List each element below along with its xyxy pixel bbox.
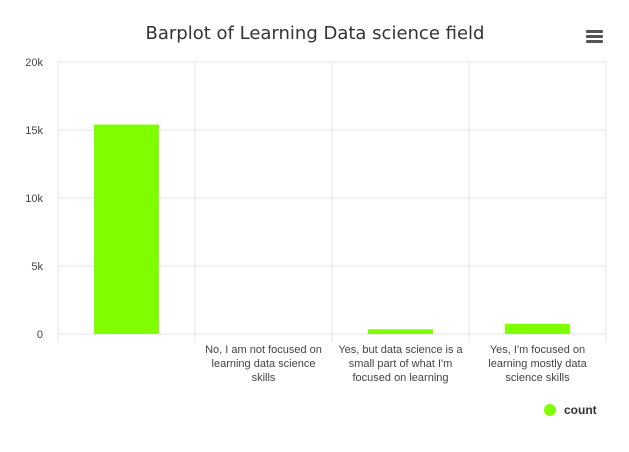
y-tick-label: 5k: [31, 261, 43, 273]
x-tick-label: science skills: [505, 372, 570, 384]
y-tick-label: 10k: [25, 193, 43, 205]
x-tick-label: small part of what I'm: [349, 358, 453, 370]
y-axis-ticks: 0 5k 10k 15k 20k: [25, 57, 43, 341]
x-tick-label: Yes, I'm focused on: [490, 344, 585, 356]
legend[interactable]: count: [544, 403, 597, 417]
x-axis-labels: No, I am not focused on learning data sci…: [205, 344, 587, 384]
bar[interactable]: [368, 329, 433, 334]
x-tick-label: learning mostly data: [488, 358, 587, 370]
chart-title: Barplot of Learning Data science field: [146, 23, 485, 44]
context-menu-button[interactable]: [581, 25, 609, 47]
hamburger-menu-icon: [586, 30, 603, 43]
x-tick-label: Yes, but data science is a: [338, 344, 463, 356]
y-tick-label: 15k: [25, 125, 43, 137]
bars-layer: [94, 124, 570, 334]
x-tick-label: No, I am not focused on: [205, 344, 322, 356]
legend-label-count[interactable]: count: [564, 403, 597, 417]
bar[interactable]: [94, 124, 159, 334]
y-tick-label: 20k: [25, 57, 43, 69]
bar[interactable]: [505, 323, 570, 334]
x-tick-label: focused on learning: [352, 372, 448, 384]
x-tick-label: skills: [252, 372, 276, 384]
legend-swatch: [544, 404, 556, 416]
x-tick-label: learning data science: [212, 358, 316, 370]
y-tick-label: 0: [37, 329, 43, 341]
